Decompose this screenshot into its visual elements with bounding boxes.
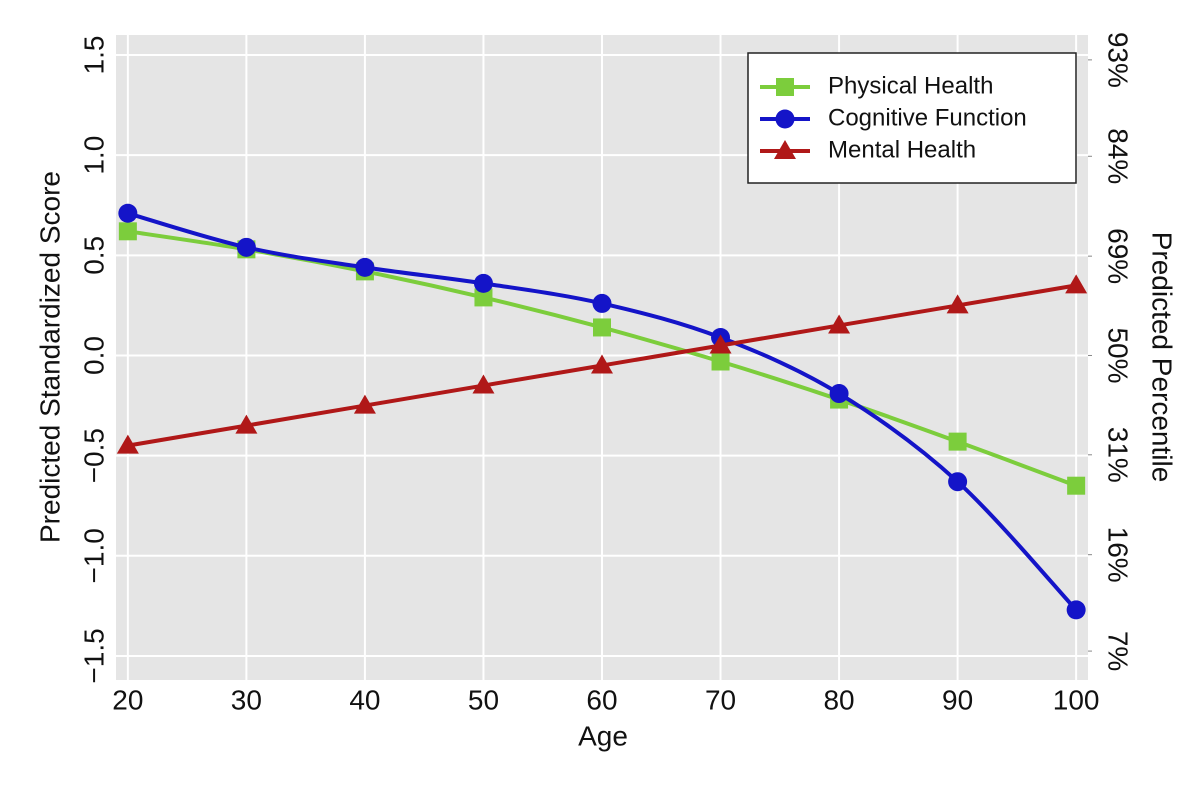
y-tick-label: −1.5 xyxy=(78,628,109,683)
y-tick-label: −0.5 xyxy=(78,428,109,483)
marker xyxy=(946,294,969,314)
x-tick-label: 30 xyxy=(231,684,262,715)
y-tick-label: 0.0 xyxy=(78,336,109,375)
marker xyxy=(592,293,612,313)
legend-label: Physical Health xyxy=(828,72,993,99)
y-axis-label: Predicted Standardized Score xyxy=(34,171,65,543)
marker xyxy=(1066,600,1086,620)
marker xyxy=(235,414,258,434)
x-tick-label: 70 xyxy=(705,684,736,715)
marker xyxy=(472,374,495,394)
marker xyxy=(116,434,139,454)
legend-label: Cognitive Function xyxy=(828,104,1027,131)
y-tick-label: 1.5 xyxy=(78,36,109,75)
x-tick-label: 50 xyxy=(468,684,499,715)
legend-label: Mental Health xyxy=(828,136,976,163)
y-tick-label: 0.5 xyxy=(78,236,109,275)
y2-axis-label: Predicted Percentile xyxy=(1147,232,1178,483)
legend-marker xyxy=(775,109,795,129)
legend-marker xyxy=(776,78,794,96)
marker xyxy=(473,273,493,293)
marker xyxy=(353,394,376,414)
marker xyxy=(593,318,611,337)
x-axis-label: Age xyxy=(578,720,628,751)
x-tick-label: 100 xyxy=(1053,684,1100,715)
marker xyxy=(948,432,967,451)
y2-tick-label: 31% xyxy=(1103,427,1134,483)
marker xyxy=(829,384,849,404)
y2-tick-label: 7% xyxy=(1103,631,1134,671)
marker xyxy=(591,354,613,374)
marker xyxy=(236,237,256,257)
marker xyxy=(355,257,375,277)
series-line xyxy=(127,211,1078,612)
marker xyxy=(1065,274,1088,294)
marker xyxy=(118,203,138,223)
y2-tick-label: 69% xyxy=(1103,228,1134,284)
legend: Physical Health Cognitive Function Mental … xyxy=(747,52,1077,184)
marker xyxy=(474,288,493,307)
y-tick-label: 1.0 xyxy=(78,136,109,175)
y2-tick-label: 16% xyxy=(1103,527,1134,583)
x-tick-label: 90 xyxy=(942,684,973,715)
marker xyxy=(1067,476,1086,495)
marker xyxy=(118,222,137,241)
x-tick-label: 80 xyxy=(823,684,854,715)
legend-marker xyxy=(774,140,796,159)
marker xyxy=(711,352,730,371)
marker xyxy=(828,314,851,334)
lines xyxy=(116,203,1088,620)
marker xyxy=(948,472,968,492)
marker xyxy=(709,334,732,354)
y2-tick-label: 93% xyxy=(1103,32,1134,88)
y2-tick-label: 50% xyxy=(1103,327,1134,383)
x-tick-label: 60 xyxy=(586,684,617,715)
y2-tick-label: 84% xyxy=(1103,128,1134,184)
y-tick-label: −1.0 xyxy=(78,528,109,583)
x-tick-label: 20 xyxy=(112,684,143,715)
x-tick-label: 40 xyxy=(349,684,380,715)
